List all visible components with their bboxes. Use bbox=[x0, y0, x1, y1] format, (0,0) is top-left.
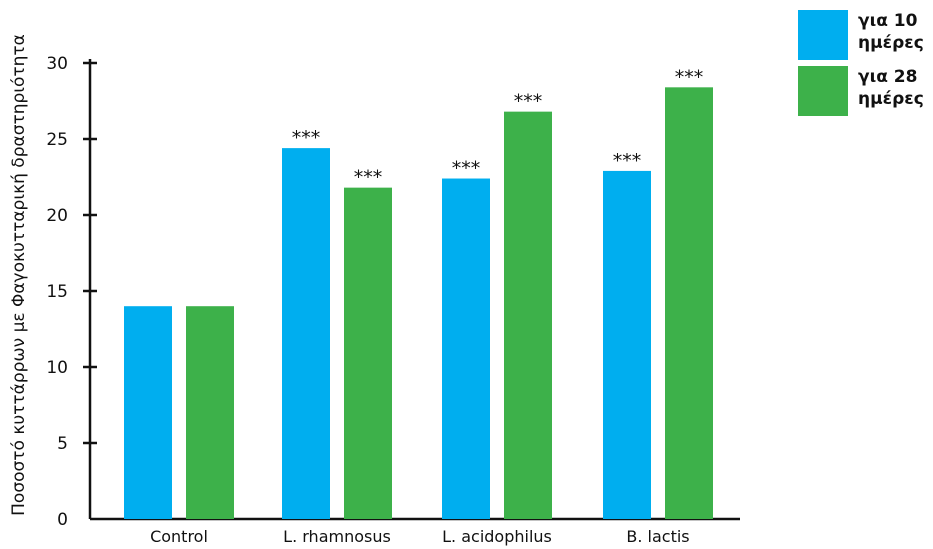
x-tick-label: B. lactis bbox=[626, 527, 689, 546]
significance-label: *** bbox=[452, 158, 481, 180]
legend-item-10-days: για 10 ημέρες bbox=[798, 10, 928, 60]
chart-bars bbox=[124, 87, 713, 520]
legend-swatch-10-days bbox=[798, 10, 848, 60]
bar-28-days bbox=[186, 306, 234, 519]
bar-10-days bbox=[603, 170, 651, 520]
bar-28-days bbox=[665, 87, 713, 519]
y-tick-label: 15 bbox=[46, 282, 68, 302]
bar-28-days bbox=[344, 187, 392, 519]
y-axis-label: Ποσοστό κυττάρρων με Φαγοκυτταρική δραστ… bbox=[9, 34, 29, 516]
bar-10-days bbox=[282, 148, 330, 519]
legend-label-28-days: για 28 ημέρες bbox=[858, 67, 924, 109]
x-tick-label: L. acidophilus bbox=[442, 527, 552, 546]
legend-label-10-days: για 10 ημέρες bbox=[858, 11, 924, 53]
legend-swatch-28-days bbox=[798, 66, 848, 116]
bar-10-days bbox=[124, 306, 172, 519]
bar-28-days bbox=[504, 111, 552, 519]
bar-10-days bbox=[442, 178, 490, 519]
significance-label: *** bbox=[292, 127, 321, 149]
y-tick-label: 25 bbox=[46, 130, 68, 150]
x-tick-label: Control bbox=[150, 527, 208, 546]
y-tick-label: 10 bbox=[46, 358, 68, 378]
chart-labels: Control *** *** L. rhamnosus *** *** L. acidop… bbox=[150, 66, 703, 546]
chart-legend: για 10 ημέρες για 28 ημέρες bbox=[798, 10, 928, 122]
significance-label: *** bbox=[514, 91, 543, 113]
significance-label: *** bbox=[675, 66, 704, 88]
y-tick-label: 30 bbox=[46, 54, 68, 74]
y-tick-label: 20 bbox=[46, 206, 68, 226]
legend-item-28-days: για 28 ημέρες bbox=[798, 66, 928, 116]
significance-label: *** bbox=[354, 167, 383, 189]
y-tick-label: 0 bbox=[57, 510, 68, 530]
y-tick-label: 5 bbox=[57, 434, 68, 454]
significance-label: *** bbox=[613, 150, 642, 172]
x-tick-label: L. rhamnosus bbox=[283, 527, 391, 546]
